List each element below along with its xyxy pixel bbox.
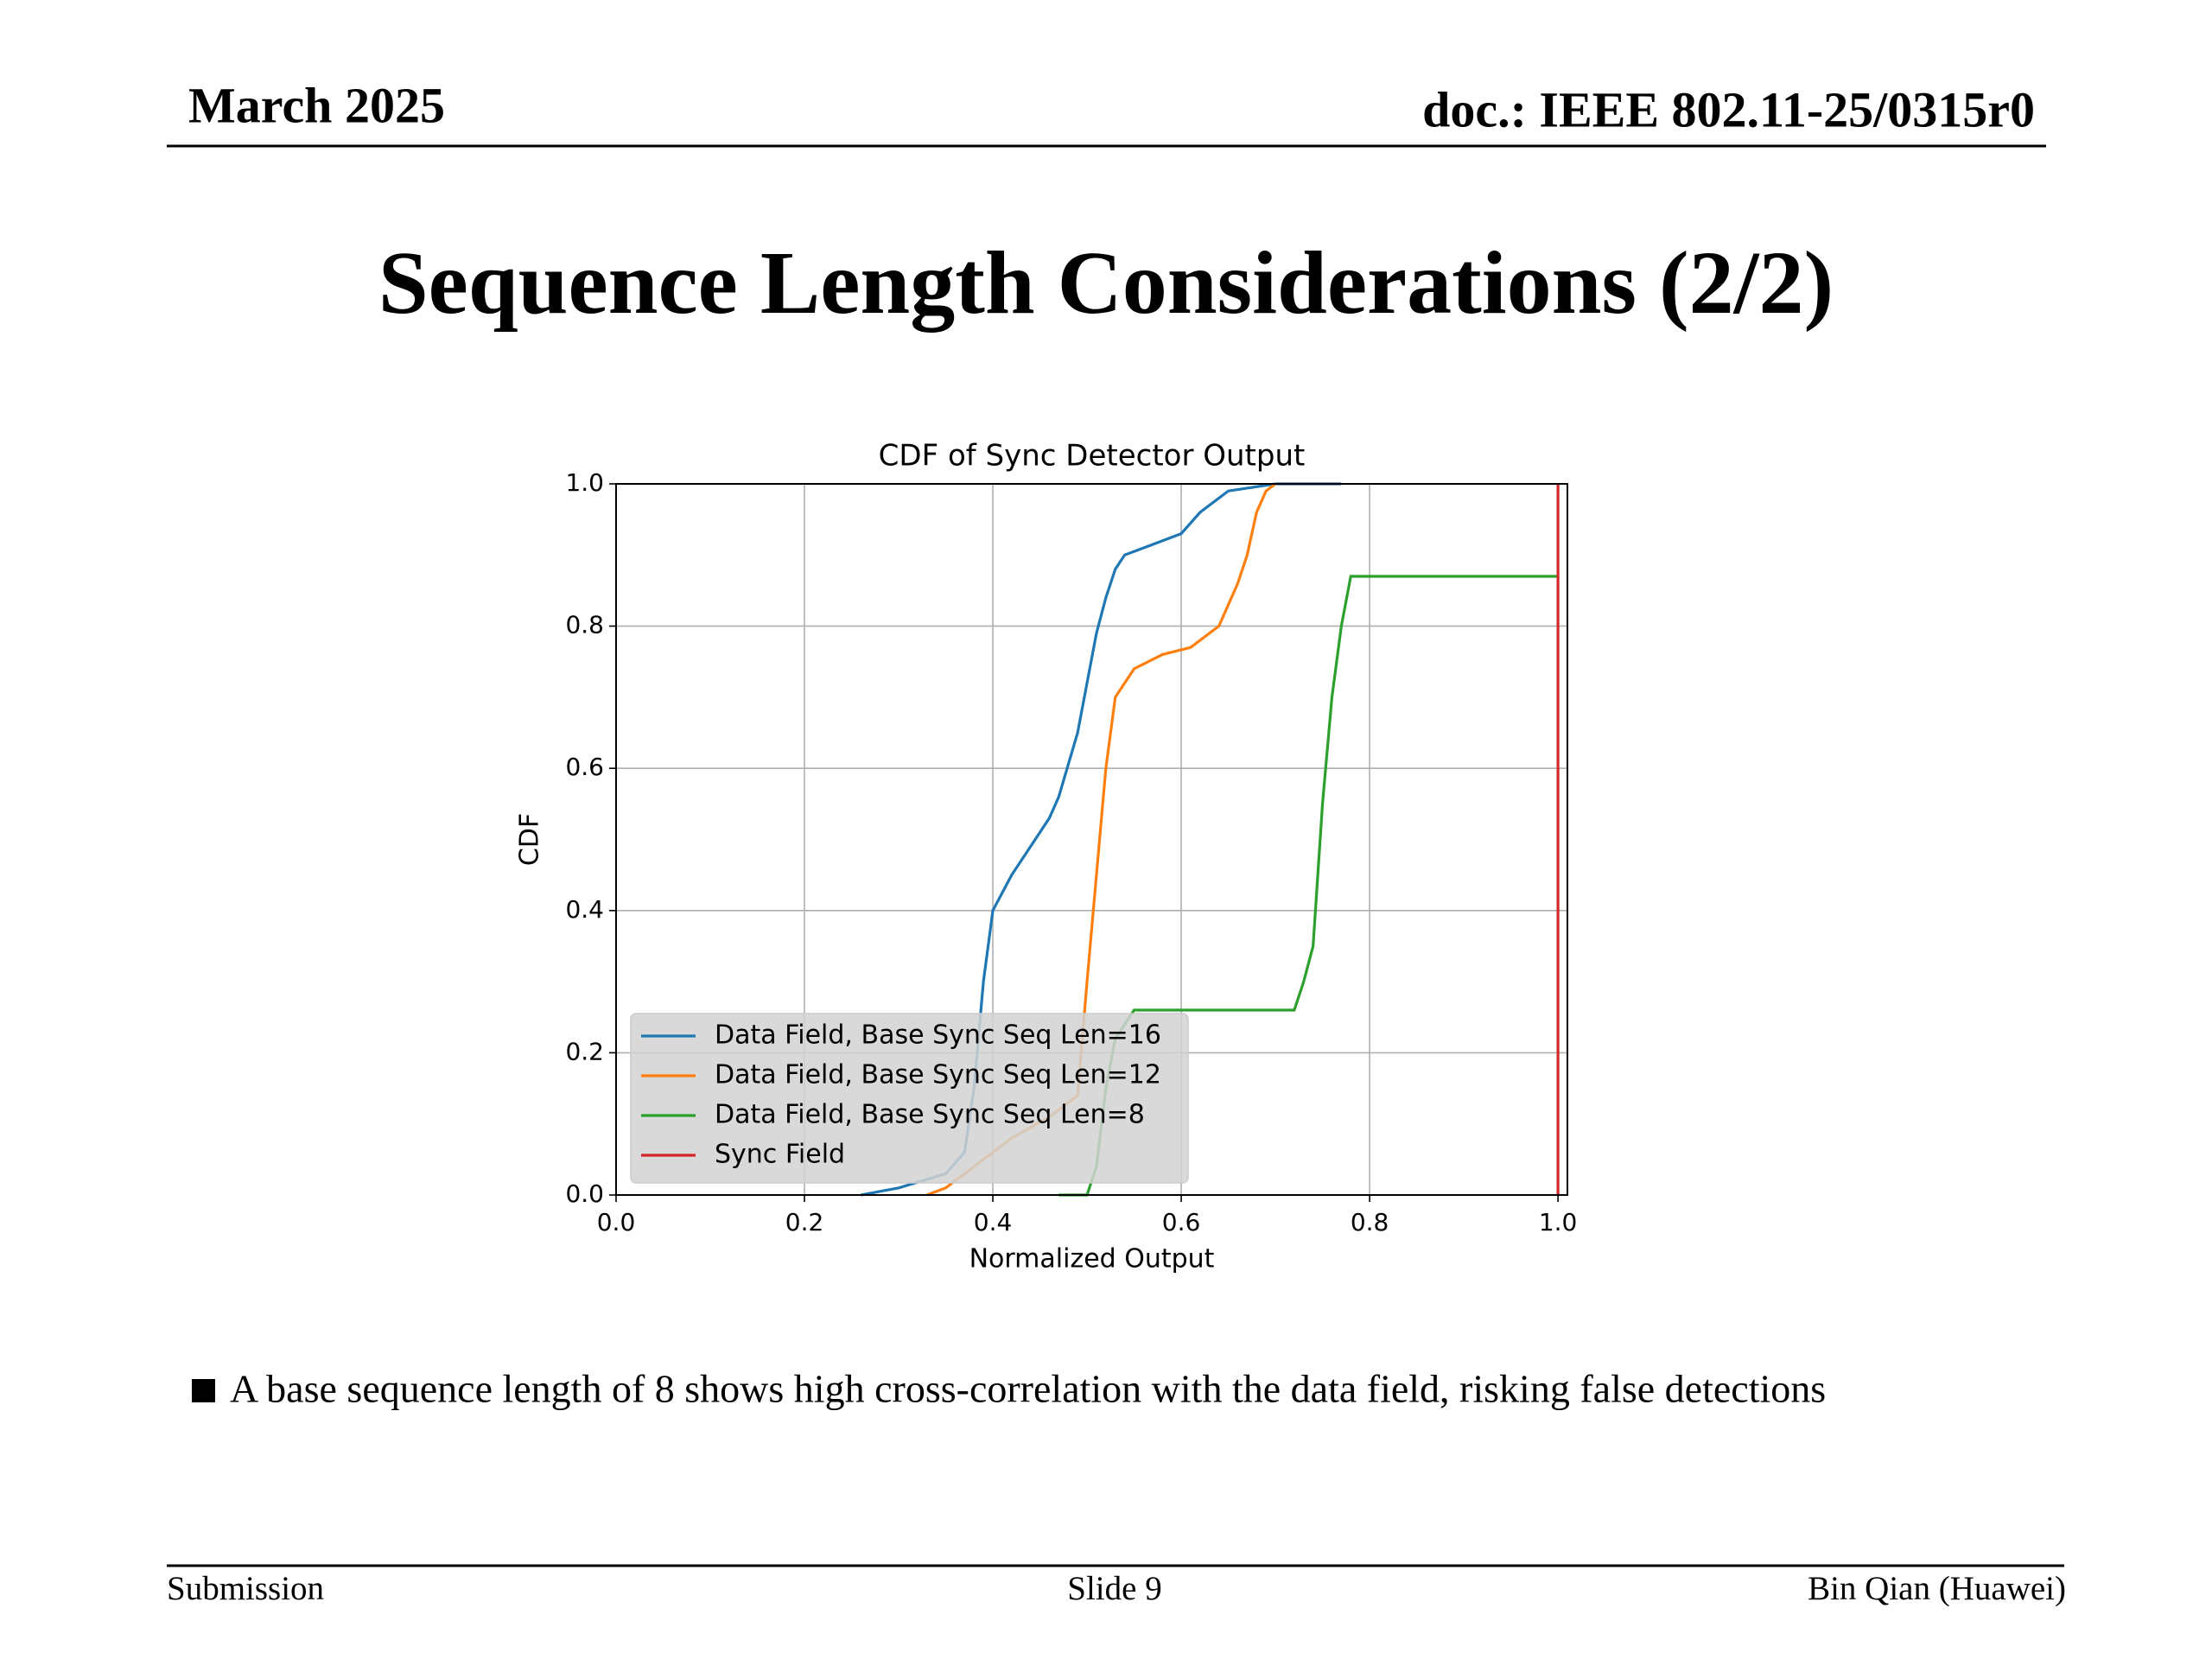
legend-label: Data Field, Base Sync Seq Len=8 — [715, 1100, 1145, 1130]
footer-center: Slide 9 — [1067, 1570, 1161, 1607]
plot-frame — [615, 483, 1568, 1196]
x-tick-label: 0.0 — [597, 1208, 636, 1236]
y-tick-label: 0.0 — [565, 1179, 604, 1208]
x-tick-label: 1.0 — [1539, 1208, 1578, 1236]
x-tick-label: 0.6 — [1162, 1208, 1201, 1236]
legend-label: Sync Field — [715, 1140, 845, 1170]
y-tick-label: 1.0 — [565, 468, 604, 497]
x-axis-label: Normalized Output — [969, 1244, 1215, 1274]
legend-label: Data Field, Base Sync Seq Len=16 — [715, 1020, 1161, 1051]
x-tick-label: 0.2 — [785, 1208, 824, 1236]
y-tick-label: 0.4 — [565, 895, 604, 924]
x-tick-label: 0.8 — [1351, 1208, 1389, 1236]
legend-box — [630, 1013, 1189, 1184]
chart-title: CDF of Sync Detector Output — [879, 439, 1306, 474]
y-tick-label: 0.6 — [565, 753, 604, 781]
footer-right: Bin Qian (Huawei) — [1808, 1570, 2066, 1607]
slide-title: Sequence Length Considerations (2/2) — [378, 233, 1834, 333]
chart: 0.0 0.2 0.4 0.6 0.8 1.0 0.0 0.2 0.4 0.6 0.8 1.0 CDF … — [515, 439, 1578, 1274]
y-axis-label: CDF — [515, 813, 545, 866]
footer-left: Submission — [167, 1570, 324, 1607]
header-doc: doc.: IEEE 802.11-25/0315r0 — [1422, 81, 2035, 137]
header-date: March 2025 — [188, 77, 445, 133]
y-tick-label: 0.8 — [565, 611, 604, 639]
x-tick-label: 0.4 — [974, 1208, 1013, 1236]
y-tick-label: 0.2 — [565, 1037, 604, 1065]
legend-label: Data Field, Base Sync Seq Len=12 — [715, 1060, 1161, 1090]
bullet-text: A base sequence length of 8 shows high c… — [230, 1367, 1826, 1411]
bullet-marker — [192, 1379, 215, 1402]
